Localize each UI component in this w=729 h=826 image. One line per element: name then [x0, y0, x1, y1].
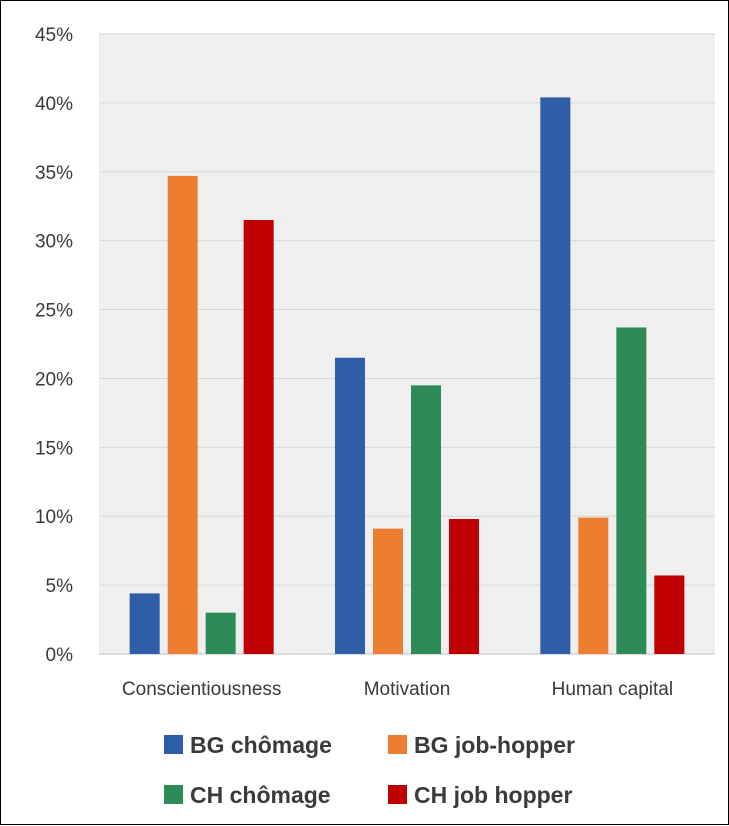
- legend-swatch: [388, 735, 407, 754]
- y-tick-label: 20%: [35, 369, 73, 390]
- y-tick-label: 35%: [35, 163, 73, 184]
- bar-bg-job-hopper-1: [373, 528, 403, 654]
- plot-background: [99, 34, 715, 654]
- legend-swatch: [164, 785, 183, 804]
- bar-ch-ch-mage-1: [411, 385, 441, 654]
- legend-swatch: [388, 785, 407, 804]
- x-axis-category-labels: Conscientiousness Motivation Human capital: [122, 679, 673, 700]
- legend-label: BG job-hopper: [414, 732, 575, 758]
- bar-bg-ch-mage-1: [335, 357, 365, 654]
- bars: [129, 97, 685, 654]
- bar-bg-ch-mage-2: [540, 97, 571, 654]
- y-axis-tick-labels: 0% 5% 10% 15% 20% 25% 30% 35% 40% 45%: [35, 25, 73, 666]
- x-category-label: Motivation: [364, 679, 451, 700]
- bar-bg-ch-mage-0: [129, 593, 160, 654]
- bar-ch-ch-mage-2: [616, 327, 647, 654]
- bar-bg-job-hopper-0: [167, 175, 198, 654]
- y-tick-label: 15%: [35, 438, 73, 459]
- y-tick-label: 25%: [35, 301, 73, 322]
- legend-label: CH job hopper: [414, 782, 572, 808]
- y-tick-label: 40%: [35, 94, 73, 115]
- bar-ch-job-hopper-2: [654, 575, 685, 654]
- y-tick-label: 45%: [35, 25, 73, 46]
- bar-bg-job-hopper-2: [578, 517, 609, 654]
- bar-ch-job-hopper-1: [449, 518, 479, 654]
- legend: BG chômage BG job-hopper CH chômage CH job …: [164, 732, 575, 808]
- y-tick-label: 30%: [35, 232, 73, 253]
- x-category-label: Conscientiousness: [122, 679, 281, 700]
- legend-label: BG chômage: [190, 732, 332, 758]
- bar-ch-job-hopper-0: [243, 220, 274, 654]
- legend-label: CH chômage: [190, 782, 331, 808]
- legend-swatch: [164, 735, 183, 754]
- y-tick-label: 5%: [46, 576, 74, 597]
- y-tick-label: 10%: [35, 507, 73, 528]
- bar-ch-ch-mage-0: [205, 612, 236, 654]
- y-tick-label: 0%: [46, 645, 74, 666]
- gridlines: [99, 33, 715, 655]
- x-category-label: Human capital: [552, 679, 673, 700]
